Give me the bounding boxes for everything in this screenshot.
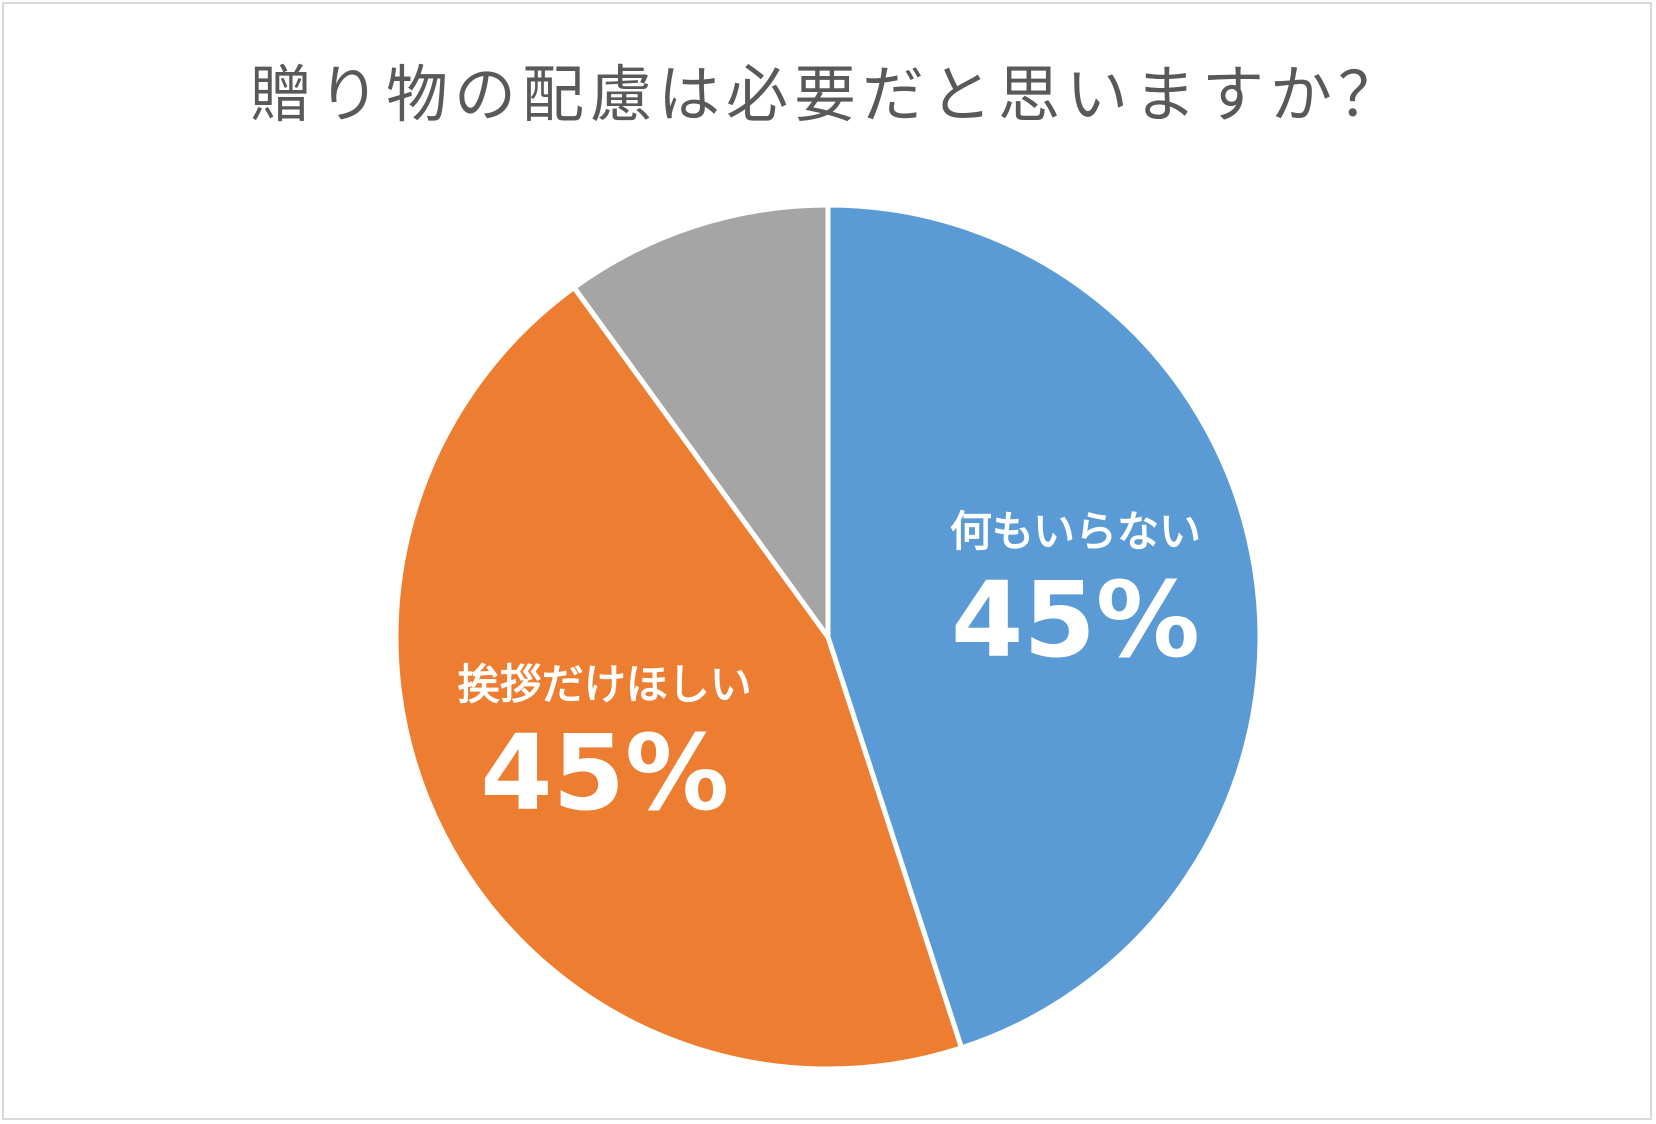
chart-title: 贈り物の配慮は必要だと思いますか？ (249, 58, 1406, 131)
pie-slices (393, 202, 1263, 1072)
slice-label-2: 挨拶だけほしい (458, 660, 752, 709)
pie-slice-2 (393, 285, 964, 1072)
slice-label-1: 何もいらない (950, 507, 1201, 556)
pie-slice-3 (571, 202, 831, 640)
pie-slice-1 (825, 202, 1263, 1051)
slice-value-label-2: 45% (480, 712, 729, 834)
slice-value-label-1: 45% (951, 559, 1200, 681)
